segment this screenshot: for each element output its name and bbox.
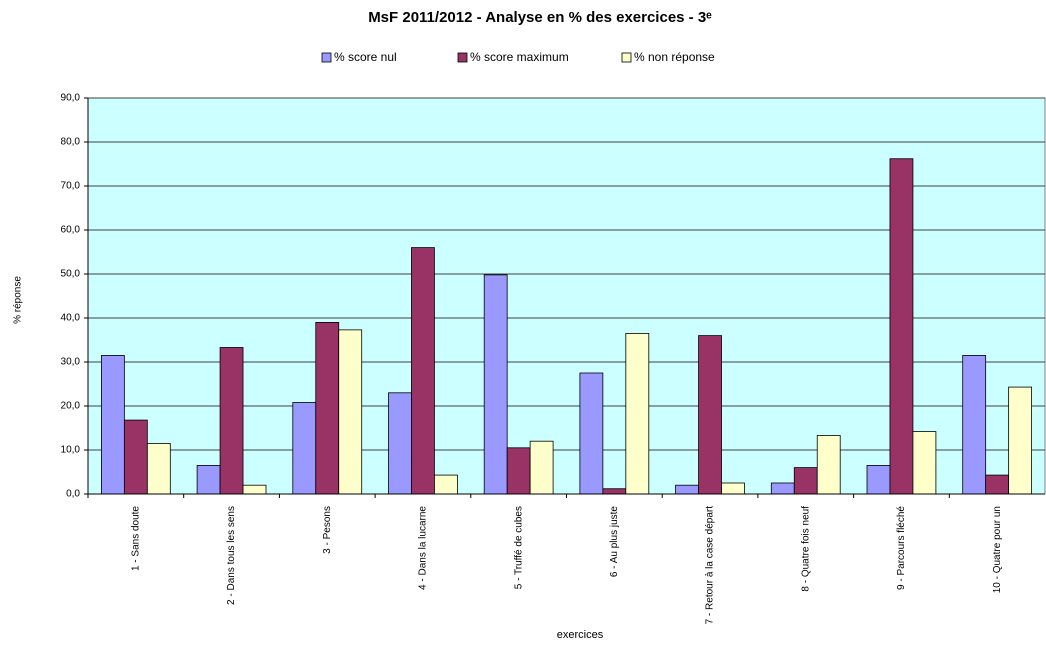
- bar: [123, 419, 148, 495]
- bar: [816, 435, 841, 495]
- x-tick-label: 7 - Retour à la case départ: [705, 506, 716, 625]
- y-tick-label: 20,0: [61, 401, 81, 412]
- y-tick-label: 10,0: [61, 445, 81, 456]
- bar: [219, 347, 244, 495]
- y-tick-label: 70,0: [61, 181, 81, 192]
- bar: [793, 467, 818, 495]
- y-tick-label: 30,0: [61, 357, 81, 368]
- plot-area: [87, 97, 1046, 495]
- bar: [411, 247, 435, 495]
- x-tick-label: 4 - Dans la lucarne: [418, 506, 429, 590]
- y-tick-label: 60,0: [61, 225, 81, 236]
- bar: [698, 335, 722, 495]
- bar: [912, 431, 937, 495]
- y-axis-label: % réponse: [13, 276, 24, 324]
- chart-title: MsF 2011/2012 - Analyse en % des exercic…: [368, 9, 712, 26]
- x-tick-label: 8 - Quatre fois neuf: [800, 506, 811, 592]
- bar: [962, 354, 987, 495]
- bar: [985, 474, 1010, 495]
- bar: [388, 392, 412, 495]
- bar: [146, 442, 171, 495]
- bar: [889, 158, 914, 495]
- y-tick-label: 50,0: [61, 269, 81, 280]
- legend-label: % non réponse: [634, 50, 715, 64]
- bar: [506, 447, 531, 495]
- x-tick-label: 9 - Parcours fléché: [896, 506, 907, 590]
- x-tick-label: 3 - Pesons: [322, 506, 333, 554]
- bar: [770, 482, 795, 495]
- bar: [100, 354, 125, 495]
- legend-swatch: [457, 52, 468, 63]
- bar: [315, 321, 340, 495]
- legend-label: % score maximum: [470, 50, 569, 64]
- bar: [625, 332, 650, 495]
- bar: [1008, 386, 1033, 495]
- x-tick-label: 2 - Dans tous les sens: [226, 506, 237, 605]
- bar: [675, 484, 699, 495]
- bar: [196, 464, 221, 495]
- legend-label: % score nul: [334, 50, 397, 64]
- x-tick-label: 5 - Truffé de cubes: [513, 506, 524, 589]
- bar: [483, 274, 508, 495]
- y-tick-label: 80,0: [61, 137, 81, 148]
- legend-swatch: [621, 52, 632, 63]
- x-tick-label: 1 - Sans doute: [130, 506, 141, 571]
- bar: [529, 440, 554, 495]
- x-tick-label: 10 - Quatre pour un: [992, 506, 1003, 593]
- bar: [721, 482, 745, 495]
- x-axis-label: exercices: [557, 629, 604, 641]
- bar: [602, 488, 627, 495]
- bar: [338, 329, 363, 495]
- bar: [866, 464, 891, 495]
- bar: [292, 402, 317, 495]
- y-tick-label: 90,0: [61, 93, 81, 104]
- bar: [242, 484, 267, 495]
- y-tick-label: 0,0: [66, 489, 80, 500]
- bar: [434, 474, 458, 495]
- y-tick-label: 40,0: [61, 313, 81, 324]
- bar: [579, 372, 604, 495]
- x-tick-label: 6 - Au plus juste: [609, 506, 620, 578]
- legend-swatch: [321, 52, 332, 63]
